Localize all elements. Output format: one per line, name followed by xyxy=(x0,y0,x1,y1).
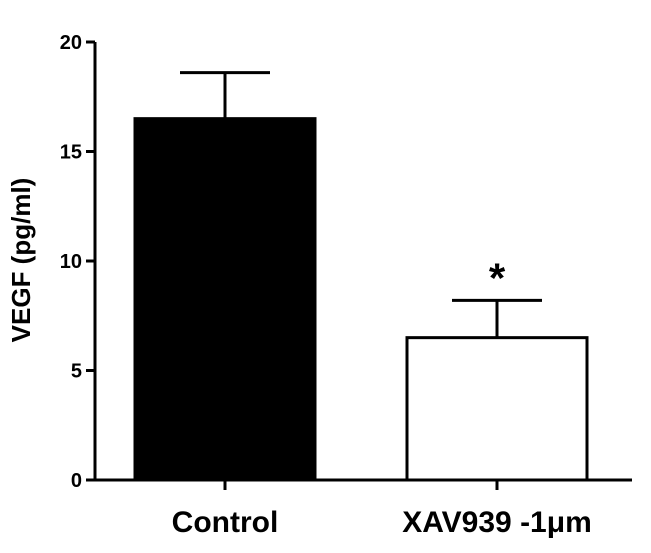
x-tick-label: XAV939 -1μm xyxy=(402,506,592,539)
y-tick-label: 20 xyxy=(60,32,82,54)
y-axis-title: VEGF (pg/ml) xyxy=(6,178,36,343)
y-tick-label: 15 xyxy=(60,142,82,164)
y-tick-label: 10 xyxy=(60,251,82,273)
bar-1 xyxy=(405,336,589,482)
labels: Control XAV939 -1μm * xyxy=(172,254,592,539)
bars xyxy=(133,71,589,482)
x-tick-label: Control xyxy=(172,506,279,539)
bar-0 xyxy=(133,117,317,482)
y-tick-label: 0 xyxy=(71,470,82,492)
significance-asterisk: * xyxy=(489,254,506,301)
y-tick-label: 5 xyxy=(71,361,82,383)
